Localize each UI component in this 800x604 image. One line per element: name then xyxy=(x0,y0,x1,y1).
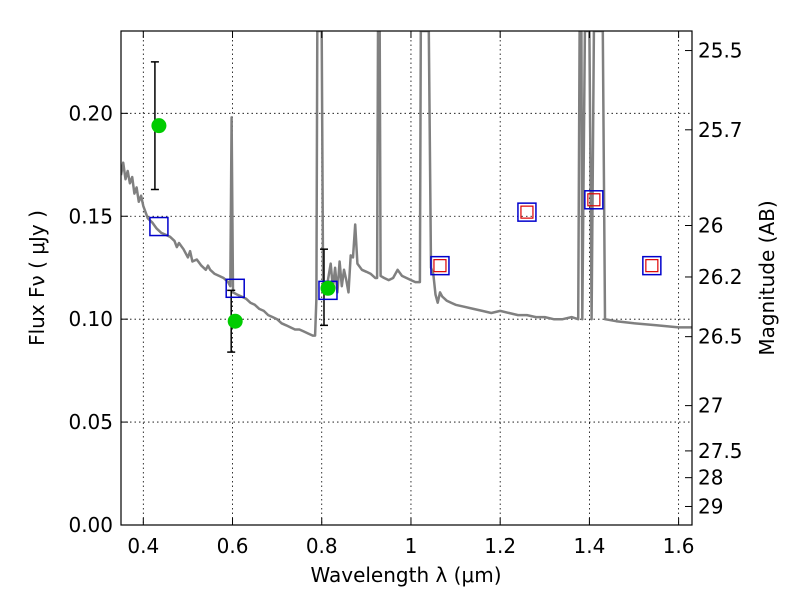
ticks-layer: 0.4 0.6 0.8 1 1.2 1.4 1.6 0.00 0.05 0.10 0.15 0.20 2… xyxy=(68,31,743,558)
y-axis-label: Flux Fν ( μJy ) xyxy=(25,210,49,346)
mag-tick-label: 27.5 xyxy=(698,439,743,463)
y-tick-label: 0.20 xyxy=(68,101,113,125)
model-flux-square xyxy=(149,216,169,237)
model-flux-square xyxy=(642,255,662,276)
model-flux-square xyxy=(430,255,450,276)
x-tick-label: 0.4 xyxy=(127,534,159,558)
red-flux-square xyxy=(587,193,601,207)
y-tick-label: 0.10 xyxy=(68,307,113,331)
x-tick-label: 1 xyxy=(405,534,418,558)
y2-axis-label: Magnitude (AB) xyxy=(755,200,779,355)
model-flux-square xyxy=(517,202,537,222)
y-tick-label: 0.15 xyxy=(68,204,113,228)
mag-tick-label: 27 xyxy=(698,394,723,418)
y-tick-label: 0.00 xyxy=(68,513,113,537)
x-tick-label: 0.6 xyxy=(217,534,249,558)
observed-flux-point xyxy=(320,280,336,296)
model-flux-square xyxy=(584,190,604,210)
mag-tick-label: 25.7 xyxy=(698,118,743,142)
x-tick-label: 1.4 xyxy=(573,534,605,558)
x-axis-label: Wavelength λ (μm) xyxy=(310,563,501,587)
points-layer xyxy=(149,61,662,353)
model-flux-square xyxy=(225,278,245,299)
mag-tick-label: 26 xyxy=(698,214,723,238)
plot-frame xyxy=(120,30,693,526)
mag-tick-label: 28 xyxy=(698,466,723,490)
mag-tick-label: 26.5 xyxy=(698,325,743,349)
observed-flux-point xyxy=(151,118,167,134)
x-tick-label: 1.2 xyxy=(484,534,516,558)
red-flux-square xyxy=(645,259,659,273)
mag-tick-label: 29 xyxy=(698,494,723,518)
y-tick-label: 0.05 xyxy=(68,410,113,434)
observed-flux-point xyxy=(227,313,243,329)
mag-tick-label: 25.5 xyxy=(698,39,743,63)
mag-tick-label: 26.2 xyxy=(698,265,743,289)
red-flux-square xyxy=(433,259,447,273)
x-tick-label: 1.6 xyxy=(663,534,695,558)
x-tick-label: 0.8 xyxy=(306,534,338,558)
red-flux-square xyxy=(520,205,534,219)
